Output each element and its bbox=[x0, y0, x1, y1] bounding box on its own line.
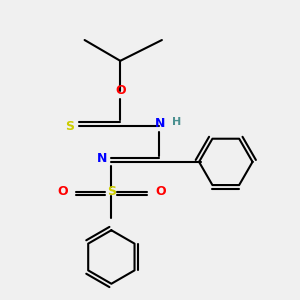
Text: O: O bbox=[115, 84, 126, 97]
Text: O: O bbox=[155, 185, 166, 198]
Text: N: N bbox=[155, 117, 166, 130]
Text: S: S bbox=[65, 120, 74, 133]
Text: O: O bbox=[57, 185, 68, 198]
Text: S: S bbox=[107, 185, 116, 198]
Text: N: N bbox=[97, 152, 108, 165]
Text: H: H bbox=[172, 117, 182, 127]
